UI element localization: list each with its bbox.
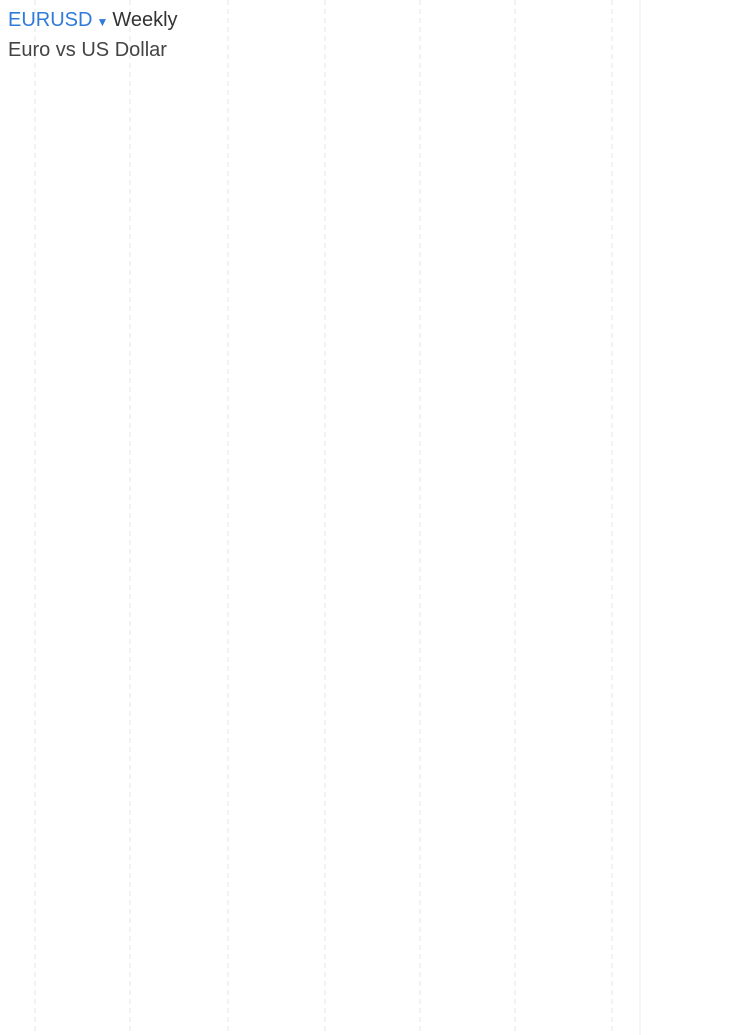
symbol-row: EURUSD ▼ Weekly — [8, 6, 178, 36]
header: EURUSD ▼ Weekly Euro vs US Dollar — [8, 6, 178, 64]
time-grid — [34, 0, 613, 1035]
subtitle: Euro vs US Dollar — [8, 39, 167, 61]
timeframe: Weekly — [112, 9, 178, 31]
symbol-dropdown[interactable]: ▼ — [96, 15, 109, 29]
symbol[interactable]: EURUSD — [8, 9, 93, 31]
